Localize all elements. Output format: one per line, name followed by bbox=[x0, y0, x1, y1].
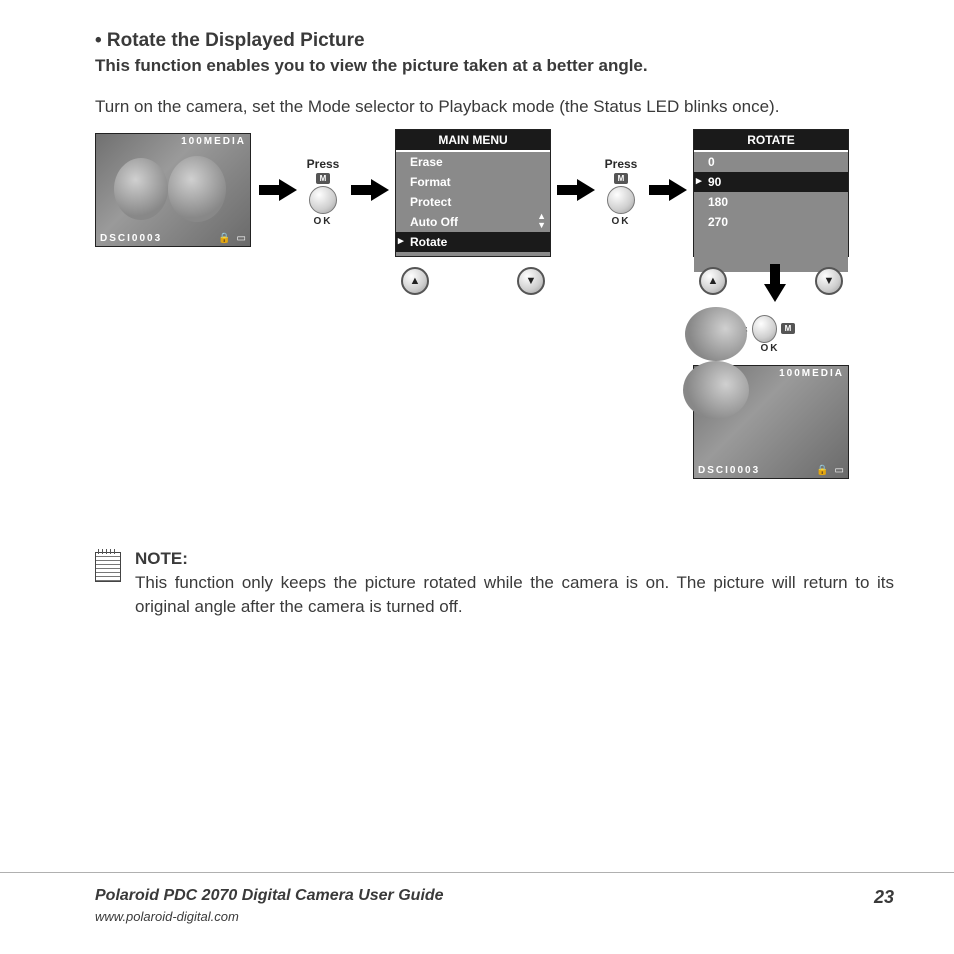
menu-scroll-indicator: ▲▼ bbox=[537, 212, 546, 230]
m-icon: M bbox=[316, 173, 330, 184]
ok-button-icon bbox=[309, 186, 337, 214]
press-m-ok-button-1: Press M OK bbox=[293, 157, 353, 227]
rotate-menu-screen: ROTATE 0 90 180 270 bbox=[693, 129, 849, 257]
m-icon: M bbox=[614, 173, 628, 184]
lcd-preview-initial: 100MEDIA DSCI0003 🔒▭ bbox=[95, 133, 251, 247]
arrow-down-icon bbox=[764, 264, 786, 304]
lcd-media-label: 100MEDIA bbox=[779, 368, 844, 379]
ok-label: OK bbox=[591, 216, 651, 227]
main-menu-screen: MAIN MENU Erase Format Protect Auto Off … bbox=[395, 129, 551, 257]
arrow-icon bbox=[649, 179, 689, 201]
main-menu-title: MAIN MENU bbox=[396, 130, 550, 152]
press-label: Press bbox=[591, 157, 651, 171]
menu-item-protect: Protect bbox=[396, 192, 550, 212]
ok-button-icon bbox=[607, 186, 635, 214]
down-button-icon: ▼ bbox=[815, 267, 843, 295]
note-block: NOTE: This function only keeps the pictu… bbox=[95, 549, 894, 619]
menu-item-format: Format bbox=[396, 172, 550, 192]
lcd-file-label: DSCI0003 bbox=[698, 465, 760, 476]
section-heading: • Rotate the Displayed Picture bbox=[95, 30, 894, 52]
rotate-option-270: 270 bbox=[694, 212, 848, 232]
m-icon: M bbox=[781, 323, 795, 334]
rotate-option-90: 90 bbox=[694, 172, 848, 192]
lcd-preview-rotated: 100MEDIA DSCI0003 🔒▭ bbox=[693, 365, 849, 479]
lcd-file-label: DSCI0003 bbox=[100, 233, 162, 244]
press-m-ok-button-2: Press M OK bbox=[591, 157, 651, 227]
lcd-media-label: 100MEDIA bbox=[181, 136, 246, 147]
ok-label: OK bbox=[745, 343, 795, 354]
menu-item-rotate: Rotate bbox=[396, 232, 550, 252]
section-subheading: This function enables you to view the pi… bbox=[95, 56, 894, 76]
page-footer: Polaroid PDC 2070 Digital Camera User Gu… bbox=[0, 872, 954, 954]
up-button-icon: ▲ bbox=[401, 267, 429, 295]
ok-button-icon bbox=[752, 315, 777, 343]
down-button-icon: ▼ bbox=[517, 267, 545, 295]
lcd-status-icons: 🔒▭ bbox=[816, 465, 844, 476]
rotate-option-180: 180 bbox=[694, 192, 848, 212]
note-body: This function only keeps the picture rot… bbox=[135, 571, 894, 619]
rotate-menu-title: ROTATE bbox=[694, 130, 848, 152]
notepad-icon bbox=[95, 552, 121, 582]
menu-item-erase: Erase bbox=[396, 152, 550, 172]
press-label: Press bbox=[293, 157, 353, 171]
instruction-text: Turn on the camera, set the Mode selecto… bbox=[95, 96, 894, 119]
lcd-status-icons: 🔒▭ bbox=[218, 233, 246, 244]
note-title: NOTE: bbox=[135, 549, 894, 569]
footer-url: www.polaroid-digital.com bbox=[95, 909, 444, 924]
instruction-diagram: 100MEDIA DSCI0003 🔒▭ Press M OK MAIN MEN… bbox=[95, 129, 894, 549]
footer-guide-title: Polaroid PDC 2070 Digital Camera User Gu… bbox=[95, 887, 444, 905]
rotate-option-0: 0 bbox=[694, 152, 848, 172]
page-number: 23 bbox=[874, 887, 894, 908]
menu-item-autooff: Auto Off bbox=[396, 212, 550, 232]
arrow-icon bbox=[351, 179, 391, 201]
ok-label: OK bbox=[293, 216, 353, 227]
up-button-icon: ▲ bbox=[699, 267, 727, 295]
